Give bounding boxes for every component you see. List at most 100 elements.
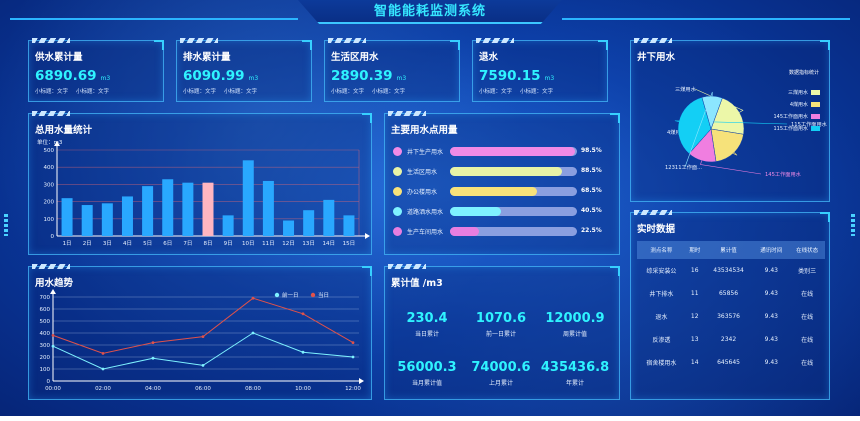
usage-point-percent: 88.5%	[581, 167, 602, 174]
x-tick-label: 00:00	[45, 386, 61, 392]
panel-title: 用水趋势	[35, 278, 74, 289]
kpi-subtitle: 小标题：文字	[372, 89, 406, 95]
bar-chart: 单位：m3 0 100 200 300 400 500 1日 2日 3日 4日 5日 6日 7日 8日 9日 1…	[37, 138, 370, 247]
kpi-subtitle: 小标题：文字	[479, 89, 513, 95]
progress-fill	[450, 227, 479, 236]
table-cell: 退水	[655, 314, 668, 321]
page-title: 智能能耗监测系统	[373, 4, 486, 19]
slice-leader-line	[684, 91, 713, 168]
panel-title: 井下用水	[637, 52, 676, 63]
stat-label: 前一日累计	[485, 331, 516, 338]
legend-marker	[310, 292, 316, 298]
kpi-unit: m3	[100, 75, 111, 82]
kpi-title: 排水累计量	[183, 52, 231, 63]
stat-value: 230.4	[406, 311, 448, 326]
stat-month: 56000.3 当月累计值	[387, 360, 467, 387]
kpi-subtitle: 小标题：文字	[331, 89, 365, 95]
series-point	[101, 367, 105, 371]
table-row: 反渗透 13 2342 9.43 在线	[637, 328, 825, 351]
bar	[61, 198, 73, 236]
kpi-value: 6090.99	[183, 68, 245, 84]
kpi-subtitle: 小标题：文字	[76, 89, 110, 95]
x-tick-label: 4日	[123, 240, 132, 247]
bar	[162, 179, 174, 236]
series-point	[201, 335, 205, 338]
y-tick-label: 300	[44, 182, 55, 188]
pie-chart: 三煤用水4煤用水145工作面用水115工作面用水12311工作面...数据指标统…	[665, 69, 828, 178]
legend-dot	[393, 227, 402, 236]
kpi-card-supply: 供水累计量 6890.69 m3 小标题：文字 小标题：文字	[28, 38, 164, 102]
x-tick-label: 12:00	[345, 386, 361, 392]
legend-swatch	[811, 114, 820, 119]
bar	[121, 196, 133, 236]
y-tick-label: 100	[44, 217, 55, 223]
stat-last-month: 74000.6 上月累计	[461, 360, 541, 387]
y-tick-label: 100	[40, 367, 51, 373]
legend-label: 前一日	[282, 291, 299, 299]
table-cell: 在线	[801, 291, 814, 298]
pie-slice	[710, 128, 744, 162]
stat-value: 1070.6	[475, 311, 527, 326]
table-cell: 11	[690, 290, 699, 297]
kpi-title: 供水累计量	[35, 52, 83, 63]
series-line	[52, 332, 354, 370]
bar	[81, 205, 93, 236]
progress-track	[450, 147, 577, 156]
x-tick-label: 1日	[63, 240, 72, 247]
table-row: 综采安装公 16 43534534 9.43 类别三	[637, 259, 825, 282]
y-tick-label: 0	[47, 379, 51, 385]
kpi-title: 退水	[479, 52, 499, 63]
legend-label: 145工作面用水	[773, 113, 808, 120]
series-point	[151, 341, 155, 344]
table-cell: 65856	[718, 290, 739, 297]
header-bar	[298, 0, 562, 24]
panel-title: 主要用水点用量	[391, 125, 458, 136]
bar	[242, 160, 254, 236]
header-line-right	[562, 18, 850, 20]
progress-fill	[450, 187, 537, 196]
bar	[343, 215, 355, 236]
table-row: 宿舍楼用水 14 645645 9.43 在线	[637, 351, 825, 374]
y-tick-label: 400	[44, 165, 55, 171]
x-axis-arrow	[359, 378, 364, 384]
x-tick-label: 13日	[302, 240, 315, 247]
x-tick-label: 12日	[282, 240, 295, 247]
legend-marker	[274, 292, 280, 298]
table-row: 退水 12 363576 9.43 在线	[637, 305, 825, 328]
y-axis-arrow	[54, 141, 60, 146]
x-tick-label: 11日	[262, 240, 275, 247]
column-header: 累计值	[703, 241, 754, 259]
usage-point-label: 办公楼用水	[407, 189, 438, 196]
realtime-table: 测点名称 期时 累计值 通讯时间 在线状态 综采安装公 16 43534534 9.43 类别三…	[637, 241, 825, 374]
series-point	[301, 312, 305, 316]
slice-label: 12311工作面...	[665, 163, 702, 171]
legend-label: 当日	[318, 291, 329, 299]
bar	[202, 182, 214, 236]
stat-label: 当日累计	[414, 331, 439, 338]
y-tick-label: 200	[44, 200, 55, 206]
x-tick-label: 10日	[242, 240, 255, 247]
progress-track	[450, 227, 577, 236]
stat-label: 周累计值	[562, 331, 587, 338]
usage-point-label: 道路洒水用水	[407, 209, 444, 216]
table-cell: 在线	[801, 360, 814, 367]
usage-point-label: 生产车间用水	[407, 229, 444, 236]
table-cell: 9.43	[764, 359, 778, 366]
cumulative-panel: 累计值 /m3 230.4 当日累计 1070.6 前一日累计 12000.9 周累计…	[384, 264, 620, 400]
progress-track	[450, 187, 577, 196]
table-cell: 综采安装公	[646, 268, 677, 275]
series-point	[51, 344, 55, 348]
usage-point-row: 井下生产用水 98.5%	[393, 146, 603, 160]
bar	[182, 182, 194, 236]
y-tick-label: 200	[40, 355, 51, 361]
legend-label: 115工作面用水	[773, 125, 808, 132]
panel-title: 总用水量统计	[35, 125, 93, 136]
table-cell: 9.43	[764, 336, 778, 343]
series-point	[251, 296, 255, 300]
usage-point-row: 生产车间用水 22.5%	[393, 226, 603, 240]
trend-panel: 用水趋势 0 100 200 300 400 500 600 700 00:00 02:00 04:…	[28, 264, 372, 400]
table-cell: 645645	[717, 359, 740, 366]
kpi-subtitle: 小标题：文字	[183, 89, 217, 95]
table-cell: 9.43	[764, 313, 778, 320]
table-cell: 9.43	[764, 290, 778, 297]
